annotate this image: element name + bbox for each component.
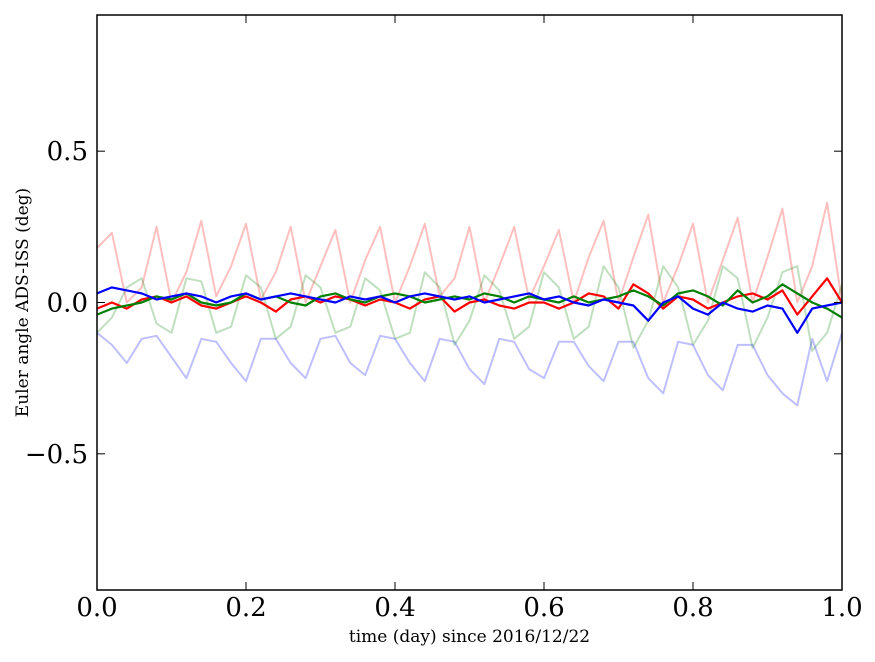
y-axis-label: Euler angle ADS-ISS (deg) (13, 188, 33, 417)
y-tick-label: 0.5 (47, 137, 88, 167)
series-line-1 (96, 277, 843, 316)
series-layer (96, 201, 843, 407)
series-line-5 (96, 265, 843, 352)
series-line-6 (96, 332, 843, 407)
series-line-2 (96, 283, 843, 319)
series-line-4 (96, 201, 843, 304)
x-axis-label: time (day) since 2016/12/22 (349, 627, 590, 647)
series-line-3 (96, 286, 843, 334)
y-tick-label: 0.0 (47, 289, 88, 319)
x-tick-label: 0.4 (374, 593, 415, 623)
x-tick-label: 1.0 (821, 593, 862, 623)
tick-layer: 0.0 0.2 0.4 0.6 0.8 1.0 0.5 0.0 −0.5 (25, 15, 863, 623)
x-tick-label: 0.8 (672, 593, 713, 623)
x-tick-label: 0.6 (523, 593, 564, 623)
y-tick-label: −0.5 (25, 440, 88, 470)
x-tick-label: 0.2 (225, 593, 266, 623)
x-tick-label: 0.0 (76, 593, 117, 623)
